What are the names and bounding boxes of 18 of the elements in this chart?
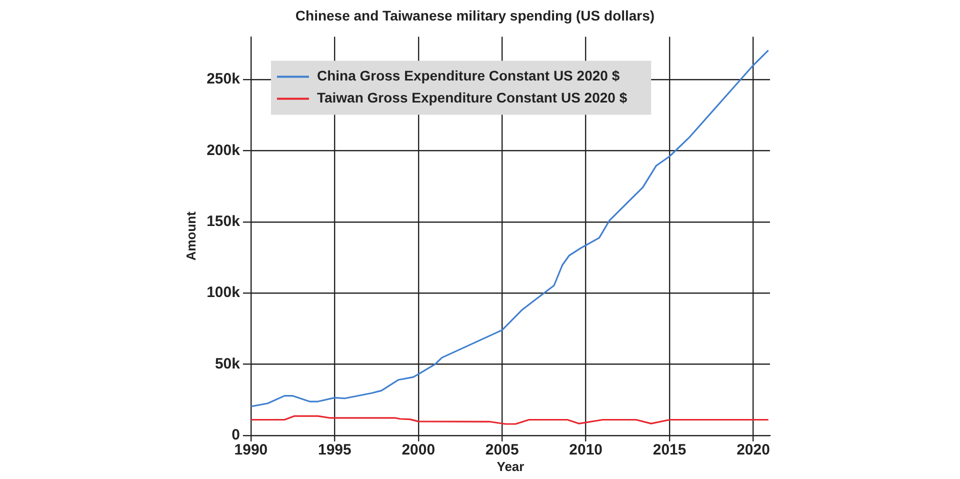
y-tick-label: 150k <box>206 213 241 230</box>
y-tick-label: 100k <box>206 284 241 302</box>
chart-title: Chinese and Taiwanese military spending (US dollars) <box>295 7 655 24</box>
legend-label: Taiwan Gross Expenditure Constant US 2020 $ <box>316 90 628 106</box>
y-tick-label: 0 <box>232 426 240 444</box>
x-tick-label: 2020 <box>736 442 770 459</box>
y-tick-label: 50k <box>214 355 241 372</box>
x-tick-label: 1995 <box>318 442 352 459</box>
x-tick-label: 1990 <box>234 442 268 459</box>
x-tick-label: 2005 <box>485 442 519 459</box>
x-tick-label: 2010 <box>569 442 603 459</box>
x-axis-title: Year <box>496 458 524 474</box>
y-axis-title: Amount <box>183 210 198 261</box>
x-tick-label: 2000 <box>402 442 436 459</box>
y-tick-label: 200k <box>206 142 241 159</box>
x-tick-label: 2015 <box>652 442 686 459</box>
legend-label: China Gross Expenditure Constant US 2020 $ <box>316 68 620 84</box>
y-tick-label: 250k <box>206 70 241 88</box>
